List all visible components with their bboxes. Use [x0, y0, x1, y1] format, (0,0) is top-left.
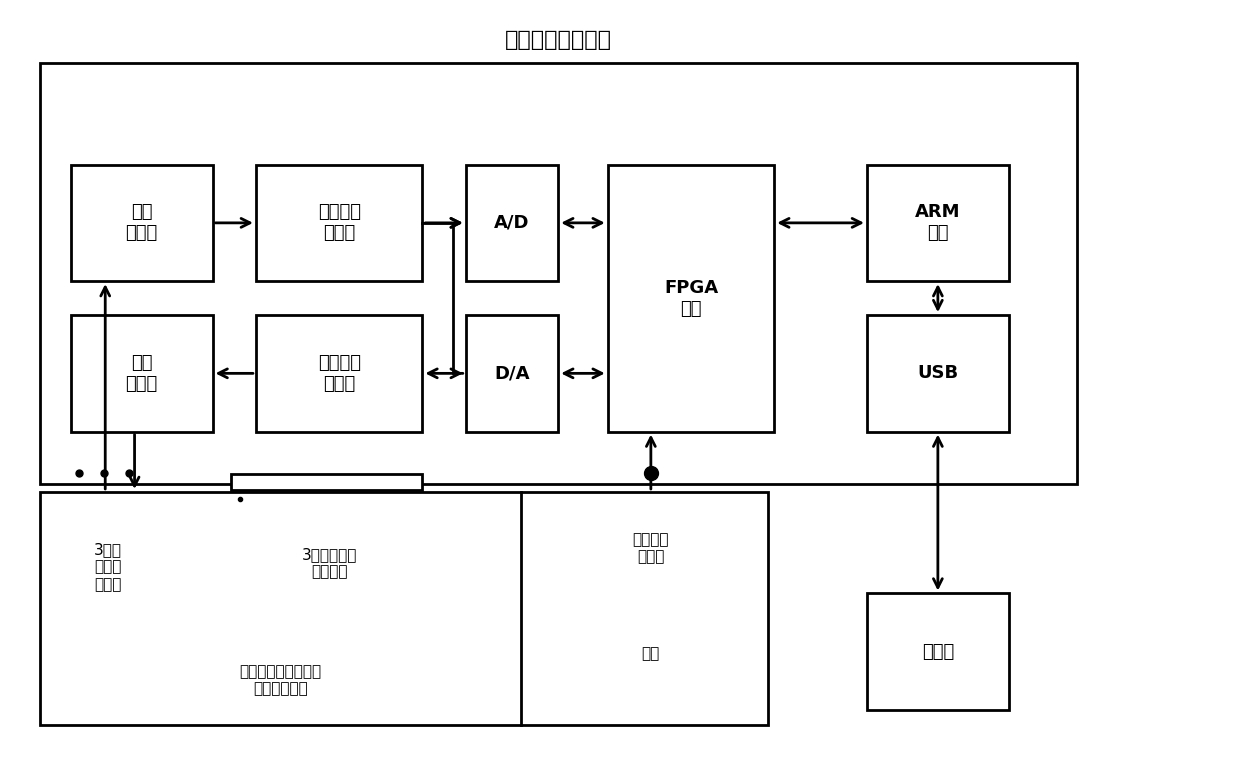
- Text: FPGA
电路: FPGA 电路: [663, 279, 718, 318]
- Bar: [466, 315, 558, 431]
- Bar: [255, 315, 423, 431]
- Text: 信号
调理器: 信号 调理器: [125, 203, 157, 243]
- Text: 第二低通
滤波器: 第二低通 滤波器: [317, 354, 361, 393]
- Bar: [867, 164, 1009, 281]
- Text: 超磁致伸缩襟翼结构
的风力机叶片: 超磁致伸缩襟翼结构 的风力机叶片: [239, 664, 321, 696]
- Bar: [466, 164, 558, 281]
- Text: 测风速激
光雷达: 测风速激 光雷达: [632, 532, 670, 565]
- Bar: [40, 63, 1076, 484]
- Bar: [255, 164, 423, 281]
- Text: 机舱: 机舱: [642, 646, 660, 661]
- Text: 上位机: 上位机: [921, 643, 954, 661]
- Bar: [608, 164, 774, 431]
- Text: 嵌入式振动控制卡: 嵌入式振动控制卡: [505, 30, 611, 50]
- Text: 第一低通
滤波器: 第一低通 滤波器: [317, 203, 361, 243]
- Bar: [71, 164, 212, 281]
- Text: 3个光
纤应变
传感器: 3个光 纤应变 传感器: [94, 542, 122, 592]
- Text: 压控
恒流源: 压控 恒流源: [125, 354, 157, 393]
- Text: 3根超磁致伸
缩作动器: 3根超磁致伸 缩作动器: [303, 547, 357, 580]
- Text: A/D: A/D: [495, 214, 529, 232]
- Text: ARM
主控: ARM 主控: [915, 203, 961, 243]
- Bar: [231, 474, 423, 490]
- Bar: [71, 315, 212, 431]
- Bar: [867, 594, 1009, 710]
- Text: D/A: D/A: [495, 365, 529, 382]
- Bar: [40, 492, 768, 725]
- Text: USB: USB: [918, 365, 959, 382]
- Bar: [867, 315, 1009, 431]
